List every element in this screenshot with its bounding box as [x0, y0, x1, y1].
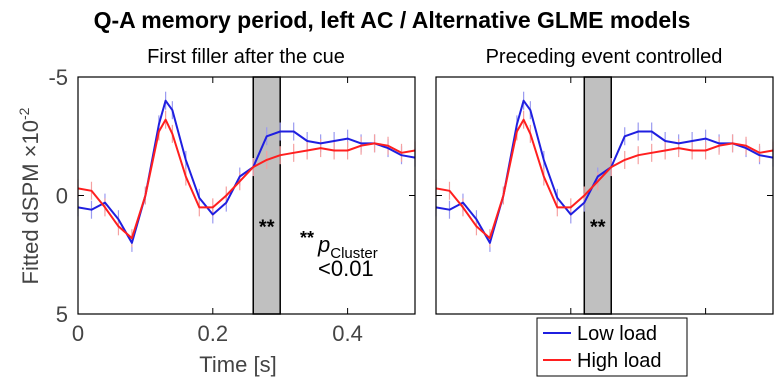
- panel-left-sig-stars: **: [259, 216, 275, 238]
- panel-left-ticks: 0 0.2 0.4-505: [48, 65, 415, 346]
- y-tick-label: -5: [48, 65, 68, 90]
- series-low-load-line: [77, 99, 416, 244]
- svg-text:Fitted dSPM ×10-2: Fitted dSPM ×10-2: [16, 107, 43, 284]
- x-axis-label: Time [s]: [199, 352, 276, 377]
- sig-note-stars: **: [300, 228, 314, 248]
- svg-text:pCluster: pCluster: [317, 232, 378, 262]
- y-axis-label-exponent: -2: [16, 107, 32, 120]
- y-tick-label: 5: [56, 302, 68, 327]
- x-tick-label: 0: [72, 321, 84, 346]
- panel-right: **: [435, 76, 774, 315]
- series-high-load-line: [77, 118, 416, 240]
- panel-left-sigwin: [252, 76, 281, 315]
- legend-box: [536, 317, 688, 377]
- sig-note-p: p: [317, 232, 330, 257]
- panel-right-curves: [435, 91, 774, 252]
- y-axis-label-main: Fitted dSPM ×10: [18, 120, 43, 284]
- panel-left: 0 0.2 0.4-505 ** ** pCluster <0.01: [48, 65, 416, 346]
- y-axis-label: Fitted dSPM ×10-2: [16, 107, 43, 284]
- panel-left-title: First filler after the cue: [147, 46, 345, 68]
- panel-right-sig-stars: **: [590, 216, 606, 238]
- legend-label-high: High load: [577, 350, 662, 372]
- x-tick-label: 0.4: [332, 321, 363, 346]
- sig-note-threshold: <0.01: [318, 256, 374, 281]
- legend-label-low: Low load: [577, 323, 657, 345]
- figure-title: Q-A memory period, left AC / Alternative…: [94, 7, 691, 33]
- panel-right-ticks: [435, 76, 773, 315]
- series-high-load-line: [435, 118, 774, 240]
- panel-left-curves: [77, 91, 416, 252]
- legend: Low load High load: [536, 317, 688, 377]
- panel-right-title: Preceding event controlled: [486, 46, 723, 68]
- x-tick-label: 0.2: [198, 321, 229, 346]
- sig-note-subscript: Cluster: [330, 245, 378, 262]
- y-tick-label: 0: [56, 184, 68, 209]
